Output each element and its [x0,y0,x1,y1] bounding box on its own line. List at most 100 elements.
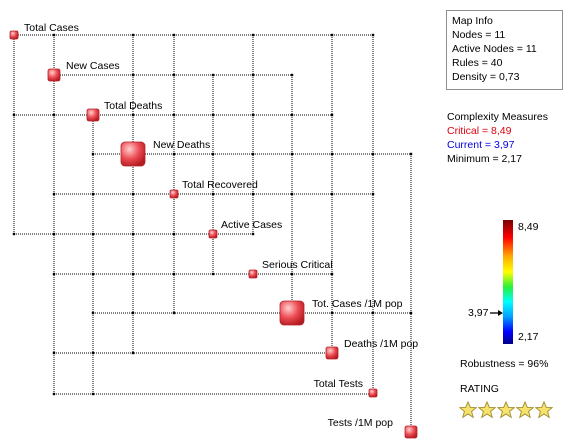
node-total-cases[interactable]: Total Cases [9,22,79,40]
edge-junction [290,73,294,77]
edge-junction [172,232,176,236]
edge-junction [172,113,176,117]
edge-junction [290,152,294,156]
node-total-deaths[interactable]: Total Deaths [86,100,162,122]
node-label: New Cases [66,60,120,72]
edge-junction [52,351,56,355]
map-info-panel: Map Info Nodes = 11 Active Nodes = 11 Ru… [446,10,563,90]
edge-junction [131,311,135,315]
edge-junction [290,272,294,276]
node-label: Total Deaths [104,100,162,112]
edge-junction [52,192,56,196]
node-box[interactable] [208,229,218,239]
edge-junction [211,272,215,276]
node-active-cases[interactable]: Active Cases [208,219,282,239]
node-box[interactable] [325,346,339,360]
edge-junction [409,152,413,156]
nodes: Total Cases New Cases Total Deaths New Deat… [9,22,418,439]
edge-junction [131,33,135,37]
edge-junction [91,192,95,196]
scale-max-label: 8,49 [518,221,539,233]
node-deaths-1m-pop[interactable]: Deaths /1M pop [325,338,418,360]
edge-junction [131,73,135,77]
edge-junction [91,152,95,156]
complexity-panel: Complexity Measures Critical = 8,49 Curr… [447,110,567,166]
minimum-value: Minimum = 2,17 [447,153,522,165]
edge-junction [371,152,375,156]
node-new-cases[interactable]: New Cases [47,60,120,82]
edge-junction [330,33,334,37]
node-box[interactable] [169,189,179,199]
edge-junction [91,232,95,236]
node-box[interactable] [248,269,258,279]
edge-junction [371,192,375,196]
cognitive-map[interactable]: Total Cases New Cases Total Deaths New Deat… [0,0,440,448]
density-value: Density = 0,73 [452,71,520,83]
node-box[interactable] [368,388,378,398]
node-label: Deaths /1M pop [344,338,418,350]
edge-junction [290,113,294,117]
node-total-tests[interactable]: Total Tests [314,378,378,398]
edge-junction [131,113,135,117]
star-icon [516,401,534,419]
edge-junction [172,272,176,276]
map-info-title: Map Info [452,15,493,27]
node-label: Total Tests [314,378,363,390]
edge-junction [371,311,375,315]
node-box[interactable] [47,68,61,82]
edge-junction [91,351,95,355]
node-label: Total Cases [24,22,79,34]
edge-junction [251,152,255,156]
edge-junction [172,152,176,156]
edge-junction [211,113,215,117]
critical-value: Critical = 8,49 [447,125,512,137]
edge-junction [52,272,56,276]
star-icon [459,401,477,419]
edge-junction [131,351,135,355]
edge-junction [251,33,255,37]
edge-junction [131,272,135,276]
edge-junction [211,73,215,77]
node-total-recovered[interactable]: Total Recovered [169,179,258,199]
star-icon [535,401,553,419]
edge-junction [52,232,56,236]
robustness-value: Robustness = 96% [460,358,549,370]
node-box[interactable] [120,141,146,167]
edge-junction [251,113,255,117]
edge-junction [172,73,176,77]
edge-junction [251,73,255,77]
edge-junction [172,33,176,37]
edge-junction [91,311,95,315]
edge-junction [131,232,135,236]
active-nodes-count: Active Nodes = 11 [452,43,537,55]
edge-junction [330,192,334,196]
edge-junction [371,33,375,37]
edge-junction [330,152,334,156]
node-label: Serious Critical [262,259,333,271]
star-icon [497,401,515,419]
node-box[interactable] [86,108,100,122]
edge-junction [211,152,215,156]
node-box[interactable] [404,425,418,439]
node-tests-1m-pop[interactable]: Tests /1M pop [328,417,418,439]
node-box[interactable] [279,300,305,326]
rating-stars [459,401,553,419]
edge-junction [12,113,16,117]
node-new-deaths[interactable]: New Deaths [120,139,210,167]
scale-min-label: 2,17 [518,331,539,343]
star-icon [478,401,496,419]
complexity-color-scale [503,220,513,344]
node-box[interactable] [9,30,19,40]
node-tot-cases-1m-pop[interactable]: Tot. Cases /1M pop [279,298,403,326]
node-serious-critical[interactable]: Serious Critical [248,259,333,279]
edge-junction [52,392,56,396]
rules-count: Rules = 40 [452,57,503,69]
scale-current-label: 3,97 [468,307,489,319]
nodes-count: Nodes = 11 [452,29,506,41]
edge-junction [330,311,334,315]
edge-junction [211,192,215,196]
edge-junction [172,311,176,315]
edge-junction [12,232,16,236]
node-label: New Deaths [153,139,210,151]
edge-junction [91,392,95,396]
